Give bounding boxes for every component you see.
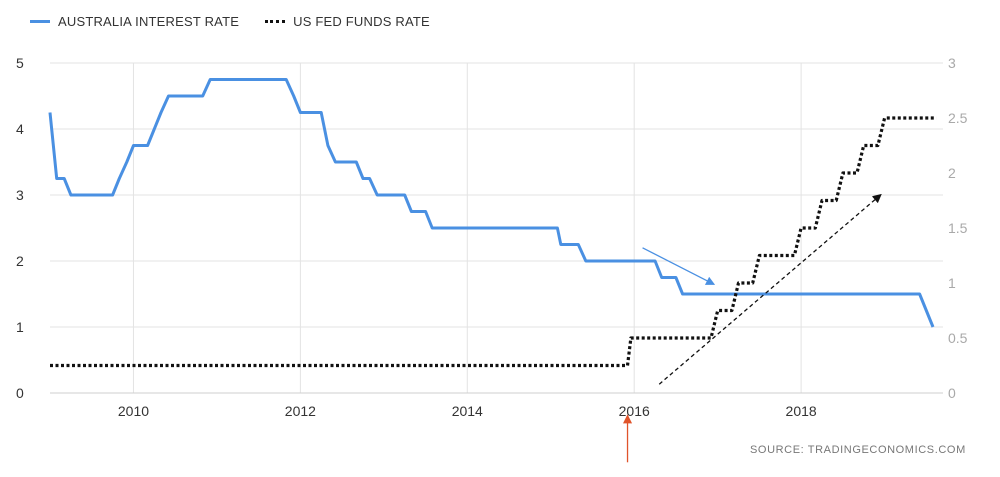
- axes: 0 1 2 3 4 5 0 0.5 1 1.5 2 2.5 3 2010 2012 2014 2016 2018: [16, 55, 968, 419]
- x-tick-label: 2016: [619, 403, 650, 419]
- y-right-tick-label: 0: [948, 385, 956, 401]
- y-right-tick-label: 3: [948, 55, 956, 71]
- y-left-tick-label: 1: [16, 319, 24, 335]
- annotations-layer: [622, 193, 882, 463]
- y-right-tick-label: 1.5: [948, 220, 968, 236]
- y-left-tick-label: 2: [16, 253, 24, 269]
- legend-swatch-us-fed: [265, 20, 286, 23]
- legend-item-australia[interactable]: AUSTRALIA INTEREST RATE: [30, 14, 239, 29]
- y-right-tick-label: 0.5: [948, 330, 968, 346]
- x-tick-label: 2014: [452, 403, 483, 419]
- blue-trend-arrow: [642, 247, 716, 285]
- y-left-tick-label: 0: [16, 385, 24, 401]
- x-tick-label: 2010: [118, 403, 149, 419]
- y-left-tick-label: 4: [16, 121, 24, 137]
- legend-label-us-fed: US FED FUNDS RATE: [293, 14, 430, 29]
- series-line-us-fed: [50, 116, 937, 368]
- y-left-tick-label: 5: [16, 55, 24, 71]
- legend: AUSTRALIA INTEREST RATE US FED FUNDS RAT…: [30, 14, 456, 29]
- y-right-tick-label: 2: [948, 165, 956, 181]
- source-credit: SOURCE: TRADINGECONOMICS.COM: [750, 444, 966, 456]
- legend-label-australia: AUSTRALIA INTEREST RATE: [58, 14, 240, 29]
- y-left-tick-label: 3: [16, 187, 24, 203]
- y-right-tick-label: 2.5: [948, 110, 968, 126]
- x-tick-label: 2012: [285, 403, 316, 419]
- series-line-australia: [48, 78, 935, 328]
- y-right-tick-label: 1: [948, 275, 956, 291]
- x-tick-label: 2018: [786, 403, 817, 419]
- legend-item-us-fed[interactable]: US FED FUNDS RATE: [265, 14, 430, 29]
- legend-swatch-australia: [30, 20, 50, 23]
- series-layer: [48, 78, 937, 368]
- black-dashed-trend-arrow: [658, 193, 882, 385]
